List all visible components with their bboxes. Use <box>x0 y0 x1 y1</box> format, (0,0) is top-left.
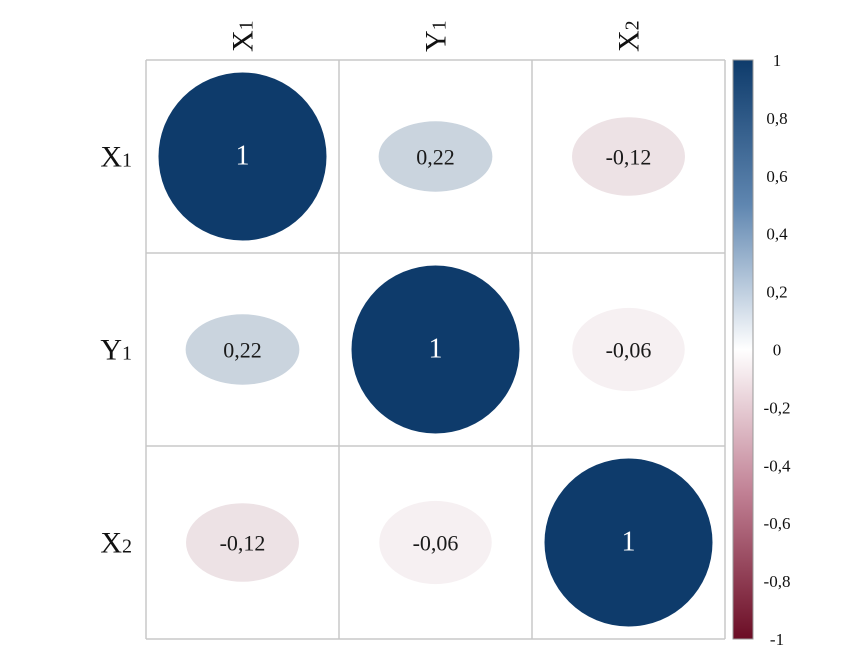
correlation-ellipse <box>351 265 520 434</box>
colorbar-tick-label: 1 <box>773 51 782 70</box>
correlation-value-label: 0,22 <box>223 338 262 363</box>
colorbar-tick-label: 0,2 <box>766 283 787 302</box>
correlation-ellipse <box>158 72 327 241</box>
correlation-value-label: 0,22 <box>416 145 455 170</box>
colorbar-tick-label: 0,8 <box>766 109 787 128</box>
colorbar-tick-label: -0,2 <box>764 398 791 417</box>
column-label: X1 <box>227 20 260 52</box>
correlation-ellipse <box>379 500 492 585</box>
colorbar-tick-label: -1 <box>770 630 784 649</box>
colorbar-tick-label: 0,6 <box>766 167 787 186</box>
correlation-ellipse <box>186 503 299 582</box>
correlation-ellipse <box>572 307 685 392</box>
column-label: Y1 <box>420 20 453 52</box>
axis-labels: X1 Y1 X2 X1 Y1 X2 <box>100 20 645 559</box>
colorbar-tick-label: 0 <box>773 341 782 360</box>
colorbar-tick-label: -0,4 <box>764 456 791 475</box>
colorbar-tick-label: 0,4 <box>766 225 788 244</box>
correlation-ellipse <box>185 314 300 385</box>
correlation-ellipse <box>378 121 493 192</box>
correlation-value-label: -0,06 <box>413 531 459 556</box>
correlation-marks: 1 0,22 -0,12 0,22 1 -0,06 -0,12 -0,06 1 <box>158 72 713 627</box>
correlation-value-label: 1 <box>429 334 443 365</box>
correlation-value-label: -0,06 <box>606 338 652 363</box>
row-label: Y1 <box>100 334 132 367</box>
row-label: X2 <box>100 527 132 560</box>
column-label: X2 <box>613 20 646 52</box>
correlation-ellipse <box>572 117 685 196</box>
colorbar-tick-label: -0,6 <box>764 514 791 533</box>
correlation-value-label: -0,12 <box>606 145 652 170</box>
correlation-ellipse <box>544 458 713 627</box>
colorbar-gradient <box>732 59 754 640</box>
correlation-value-label: 1 <box>622 527 636 558</box>
row-label: X1 <box>100 141 132 174</box>
correlation-value-label: 1 <box>236 141 250 172</box>
plot-grid <box>145 59 726 640</box>
colorbar: 1 0,8 0,6 0,4 0,2 0 -0,2 -0,4 -0,6 -0,8 -1 <box>732 51 791 649</box>
colorbar-tick-label: -0,8 <box>764 572 791 591</box>
correlation-value-label: -0,12 <box>220 531 266 556</box>
